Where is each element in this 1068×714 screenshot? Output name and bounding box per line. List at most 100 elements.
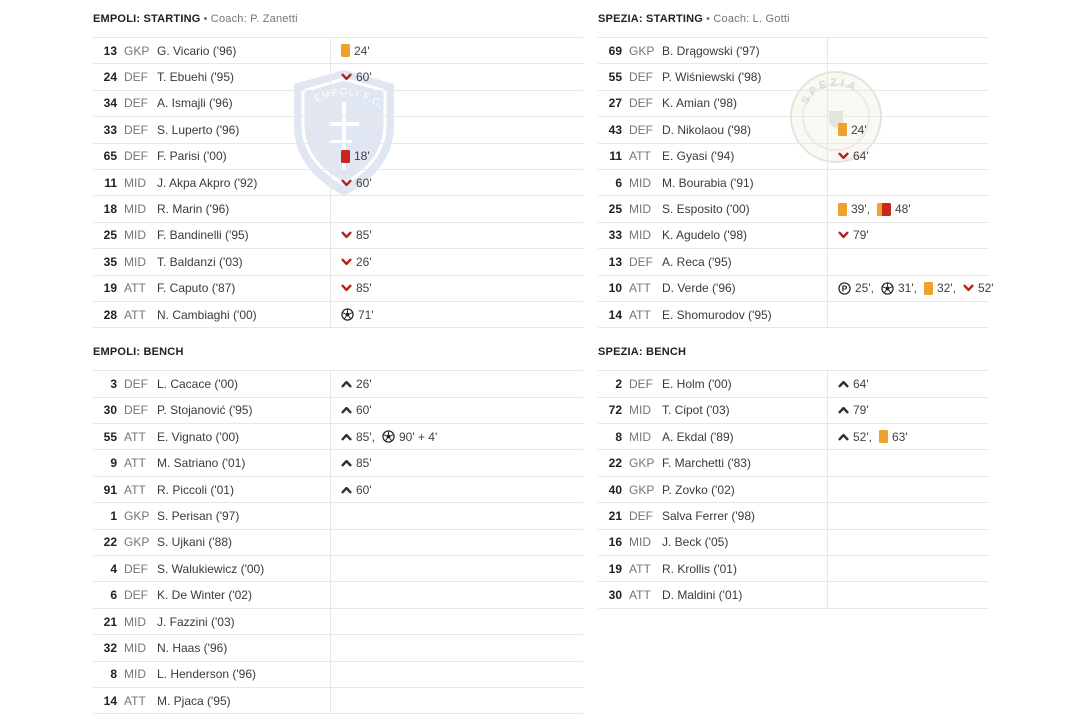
player-name-link[interactable]: K. De Winter ('02): [157, 588, 252, 603]
player-name-link[interactable]: S. Ujkani ('88): [157, 535, 232, 550]
player-name-link[interactable]: D. Verde ('96): [662, 281, 736, 296]
player-row: 22 GKP F. Marchetti ('83): [598, 450, 988, 477]
player-cell: 22 GKP F. Marchetti ('83): [598, 450, 827, 475]
player-name-link[interactable]: R. Marin ('96): [157, 202, 230, 217]
player-name-link[interactable]: S. Perisan ('97): [157, 508, 240, 523]
player-row: 30 ATT D. Maldini ('01): [598, 582, 988, 609]
player-number: 16: [608, 535, 622, 550]
player-position: ATT: [629, 307, 651, 322]
player-row: 6 MID M. Bourabia ('91): [598, 169, 988, 197]
player-name-link[interactable]: A. Reca ('95): [662, 254, 732, 269]
spezia-column: SPEZIA SPEZIA: STARTING • Coach: L. Gotti…: [598, 8, 994, 609]
player-number: 14: [608, 307, 622, 322]
section-header: SPEZIA: STARTING • Coach: L. Gotti: [598, 13, 988, 25]
goal-icon: [341, 308, 354, 321]
match-event: 79': [838, 403, 869, 417]
player-events: 79': [827, 222, 988, 249]
player-name-link[interactable]: S. Luperto ('96): [157, 122, 240, 137]
player-name-link[interactable]: E. Vignato ('00): [157, 429, 240, 444]
player-cell: 30 ATT D. Maldini ('01): [598, 582, 827, 607]
player-name-link[interactable]: E. Shomurodov ('95): [662, 307, 772, 322]
player-name-link[interactable]: N. Haas ('96): [157, 640, 228, 655]
player-cell: 55 ATT E. Vignato ('00): [93, 424, 330, 449]
player-name-link[interactable]: R. Piccoli ('01): [157, 482, 234, 497]
player-name-link[interactable]: E. Holm ('00): [662, 376, 732, 391]
player-row: 22 GKP S. Ujkani ('88): [93, 529, 583, 557]
player-position: DEF: [629, 254, 653, 269]
player-name-link[interactable]: J. Akpa Akpro ('92): [157, 175, 258, 190]
player-name-link[interactable]: M. Pjaca ('95): [157, 693, 231, 708]
player-row: 40 GKP P. Zovko ('02): [598, 476, 988, 504]
player-name-link[interactable]: T. Baldanzi ('03): [157, 254, 243, 269]
player-name-link[interactable]: A. Ismajli ('96): [157, 96, 233, 111]
player-events: 18': [330, 143, 583, 169]
player-events: [827, 503, 988, 529]
player-position: DEF: [124, 122, 148, 137]
player-position: DEF: [629, 376, 653, 391]
player-row: 6 DEF K. De Winter ('02): [93, 582, 583, 609]
player-number: 25: [103, 228, 117, 243]
player-name-link[interactable]: G. Vicario ('96): [157, 43, 237, 58]
player-cell: 11 ATT E. Gyasi ('94): [598, 144, 827, 169]
section-title: EMPOLI: STARTING: [93, 13, 201, 25]
player-cell: 19 ATT F. Caputo ('87): [93, 276, 330, 301]
player-name-link[interactable]: K. Amian ('98): [662, 96, 737, 111]
match-event: 85': [341, 281, 372, 295]
event-minute: 48': [894, 202, 911, 217]
player-name-link[interactable]: B. Drągowski ('97): [662, 43, 760, 58]
player-name-link[interactable]: A. Ekdal ('89): [662, 429, 734, 444]
event-minute: 24': [851, 122, 867, 137]
player-name-link[interactable]: M. Satriano ('01): [157, 456, 246, 471]
sub-off-icon: [838, 152, 849, 160]
sub-off-icon: [341, 231, 352, 239]
player-number: 30: [103, 403, 117, 418]
player-name-link[interactable]: D. Maldini ('01): [662, 588, 743, 603]
player-row: 33 DEF S. Luperto ('96): [93, 117, 583, 144]
player-name-link[interactable]: T. Cipot ('03): [662, 403, 730, 418]
player-cell: 91 ATT R. Piccoli ('01): [93, 477, 330, 502]
player-name-link[interactable]: J. Fazzini ('03): [157, 614, 235, 629]
player-name-link[interactable]: F. Caputo ('87): [157, 281, 236, 296]
player-name-link[interactable]: K. Agudelo ('98): [662, 228, 748, 243]
player-row: 13 DEF A. Reca ('95): [598, 249, 988, 276]
player-events: 24': [827, 117, 988, 143]
section-title: SPEZIA: STARTING: [598, 13, 704, 25]
player-number: 91: [103, 482, 117, 497]
player-cell: 11 MID J. Akpa Akpro ('92): [93, 170, 330, 195]
player-name-link[interactable]: L. Henderson ('96): [157, 667, 257, 682]
player-name-link[interactable]: N. Cambiaghi ('00): [157, 307, 257, 322]
player-position: ATT: [124, 456, 146, 471]
player-name-link[interactable]: F. Marchetti ('83): [662, 456, 751, 471]
player-name-link[interactable]: T. Ebuehi ('95): [157, 70, 234, 85]
player-cell: 33 MID K. Agudelo ('98): [598, 223, 827, 248]
player-name-link[interactable]: S. Esposito ('00): [662, 202, 750, 217]
player-events: [330, 529, 583, 556]
player-name-link[interactable]: M. Bourabia ('91): [662, 175, 754, 190]
match-event: 60': [341, 176, 372, 190]
player-row: 33 MID K. Agudelo ('98) 79': [598, 222, 988, 250]
player-name-link[interactable]: P. Zovko ('02): [662, 482, 735, 497]
player-name-link[interactable]: D. Nikolaou ('98): [662, 122, 751, 137]
player-number: 13: [103, 43, 117, 58]
player-name-link[interactable]: E. Gyasi ('94): [662, 149, 735, 164]
player-name-link[interactable]: P. Stojanović ('95): [157, 403, 253, 418]
player-name-link[interactable]: R. Krollis ('01): [662, 561, 737, 576]
player-name-link[interactable]: P. Wiśniewski ('98): [662, 70, 762, 85]
match-event: 60': [341, 483, 372, 497]
match-event: 85': [341, 456, 372, 470]
player-name-link[interactable]: Salva Ferrer ('98): [662, 508, 755, 523]
player-row: 34 DEF A. Ismajli ('96): [93, 90, 583, 118]
player-name-link[interactable]: F. Bandinelli ('95): [157, 228, 249, 243]
player-number: 6: [110, 588, 117, 603]
player-row: 2 DEF E. Holm ('00) 64': [598, 371, 988, 398]
player-name-link[interactable]: F. Parisi ('00): [157, 149, 227, 164]
player-name-link[interactable]: J. Beck ('05): [662, 535, 729, 550]
player-cell: 8 MID A. Ekdal ('89): [598, 424, 827, 449]
player-name-link[interactable]: S. Walukiewicz ('00): [157, 561, 265, 576]
match-event: 64': [838, 377, 869, 391]
event-minute: 26': [356, 376, 372, 391]
player-position: DEF: [629, 96, 653, 111]
player-number: 3: [110, 376, 117, 391]
player-name-link[interactable]: L. Cacace ('00): [157, 376, 238, 391]
player-events: 52', 63': [827, 424, 988, 450]
